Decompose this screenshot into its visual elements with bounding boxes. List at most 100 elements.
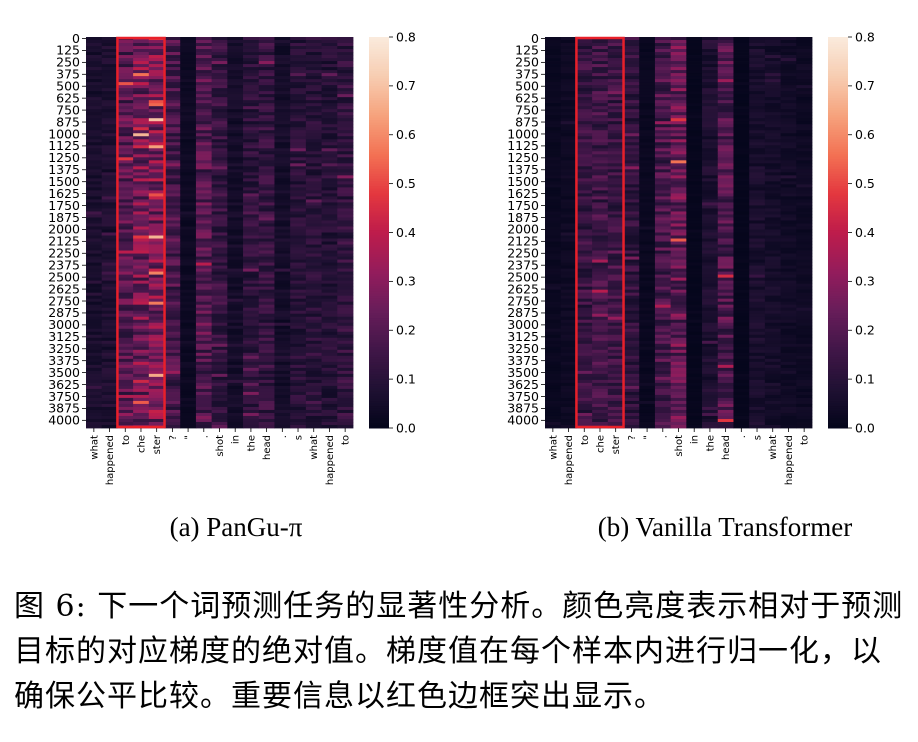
heatmap-column [211, 37, 228, 429]
x-tick-label: . [658, 435, 669, 438]
x-tick-label: in [231, 435, 242, 444]
y-tick-label: 4000 [48, 413, 80, 428]
colorbar-tick-label: 0.1 [855, 371, 875, 386]
heatmap-column [592, 37, 609, 429]
heatmap-column [702, 37, 719, 429]
y-tick-label: 500 [515, 79, 539, 94]
heatmap-column [796, 37, 813, 429]
heatmap-column [305, 37, 322, 429]
heatmap-column [576, 37, 593, 429]
x-tick-label: che [136, 435, 147, 453]
y-tick-label: 2875 [48, 305, 80, 320]
x-tick-label: che [595, 435, 606, 453]
y-tick-label: 1500 [48, 174, 80, 189]
heatmap-cells [86, 37, 354, 429]
x-tick-label: " [184, 435, 195, 440]
heatmap-panel-a: 0 125 250 375 500 625 750 875 1000 1125 1250 1375 15… [0, 0, 459, 505]
heatmap-column [195, 37, 213, 429]
colorbar-tick-label: 0.2 [396, 323, 416, 338]
y-tick-label: 3875 [507, 401, 539, 416]
y-tick-label: 1125 [507, 138, 539, 153]
heatmap-column [733, 37, 750, 429]
y-tick-label: 250 [56, 55, 80, 70]
y-tick-label: 2125 [48, 234, 80, 249]
colorbar: 0.0 0.1 0.2 0.3 0.4 0.5 0.6 0.7 0.8 [369, 29, 416, 435]
y-tick-label: 2625 [48, 281, 80, 296]
heatmap-column [717, 37, 734, 429]
colorbar-tick-label: 0.6 [396, 127, 416, 142]
colorbar-tick-label: 0.2 [855, 323, 875, 338]
x-tick-label: happened [325, 435, 336, 485]
y-tick-label: 1250 [48, 150, 80, 165]
heatmap-column [290, 37, 307, 429]
x-tick-label: shot [674, 435, 685, 457]
y-tick-label: 1875 [48, 210, 80, 225]
y-tick-label: 3250 [48, 341, 80, 356]
y-tick-label: 4000 [507, 413, 539, 428]
colorbar-tick-label: 0.3 [855, 274, 875, 289]
y-tick-label: 750 [56, 102, 80, 117]
x-tick-label: . [278, 435, 289, 438]
y-tick-label: 3375 [48, 353, 80, 368]
colorbar-tick-label: 0.0 [855, 420, 875, 435]
y-tick-label: 500 [56, 79, 80, 94]
y-tick-label: 125 [56, 43, 80, 58]
x-tick-label: happened [564, 435, 575, 485]
x-tick-label: in [690, 435, 701, 444]
heatmap-column [243, 37, 260, 429]
heatmap-column [86, 37, 103, 429]
x-tick-label: the [246, 435, 257, 451]
x-tick-label: ster [611, 434, 622, 454]
heatmap-cells [545, 37, 813, 429]
colorbar-tick-label: 0.5 [396, 176, 416, 191]
heatmap-column [180, 37, 197, 429]
x-tick-label: what [309, 435, 320, 460]
y-tick-label: 2500 [507, 269, 539, 284]
y-tick-label: 2375 [507, 258, 539, 273]
y-tick-label: 3625 [507, 377, 539, 392]
y-axis: 0125250375500625750875100011251250137515… [48, 31, 86, 428]
heatmap-column [274, 37, 291, 429]
colorbar-tick-label: 0.4 [855, 225, 875, 240]
y-tick-label: 3625 [48, 377, 80, 392]
heatmap-b: 0125250375500625750875100011251250137515… [507, 29, 875, 485]
colorbar-tick-label: 0.3 [396, 274, 416, 289]
x-tick-label: what [768, 435, 779, 460]
y-tick-label: 1375 [507, 162, 539, 177]
y-tick-label: 1500 [507, 174, 539, 189]
heatmap-column [780, 37, 797, 429]
y-tick-label: 1000 [48, 126, 80, 141]
y-tick-label: 3750 [48, 389, 80, 404]
y-tick-label: 375 [515, 67, 539, 82]
colorbar-tick-label: 0.6 [855, 127, 875, 142]
y-tick-label: 750 [515, 102, 539, 117]
x-tick-label: to [341, 435, 352, 445]
y-tick-label: 125 [515, 43, 539, 58]
x-tick-label: s [294, 435, 305, 440]
colorbar-tick-label: 0.1 [396, 371, 416, 386]
y-tick-label: 2000 [48, 222, 80, 237]
y-tick-label: 1125 [48, 138, 80, 153]
heatmap-column [749, 37, 766, 429]
y-tick-label: 2875 [507, 305, 539, 320]
colorbar-tick-label: 0.4 [396, 225, 416, 240]
y-tick-label: 2250 [507, 246, 539, 261]
x-tick-label: ster [152, 434, 163, 454]
y-axis: 0125250375500625750875100011251250137515… [507, 31, 545, 428]
x-tick-label: to [580, 435, 591, 445]
x-tick-label: what [89, 435, 100, 460]
y-tick-label: 3750 [507, 389, 539, 404]
x-tick-label: head [262, 435, 273, 460]
y-tick-label: 2250 [48, 246, 80, 261]
y-tick-label: 3250 [507, 341, 539, 356]
y-tick-label: 625 [515, 90, 539, 105]
colorbar-tick-label: 0.7 [396, 78, 416, 93]
heatmap-column [148, 37, 165, 429]
heatmap-column [623, 37, 640, 429]
x-tick-label: the [705, 435, 716, 451]
x-tick-label: ? [168, 435, 179, 440]
heatmap-column [133, 37, 150, 429]
y-tick-label: 1750 [48, 198, 80, 213]
y-tick-label: 3125 [507, 329, 539, 344]
subcaption-b: (b) Vanilla Transformer [597, 512, 853, 542]
